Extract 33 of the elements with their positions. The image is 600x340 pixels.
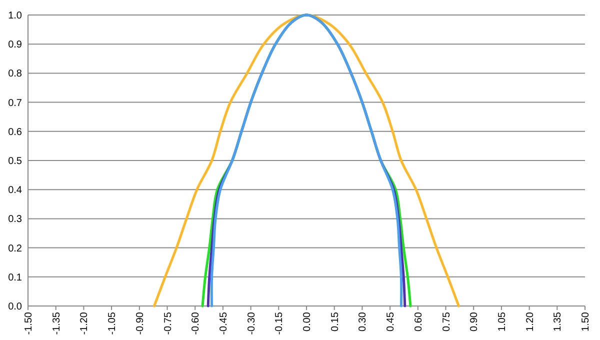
x-tick-label: -1.50 bbox=[24, 312, 34, 335]
x-tick-label: -1.35 bbox=[51, 312, 62, 335]
x-tick-label: 1.05 bbox=[496, 312, 508, 332]
x-tick-label: 1.50 bbox=[580, 312, 592, 332]
x-tick-label: -0.75 bbox=[162, 312, 174, 335]
x-tick-label: 1.20 bbox=[524, 312, 536, 332]
y-tick-label: 0.6 bbox=[8, 126, 22, 138]
y-tick-label: 0.0 bbox=[8, 302, 22, 312]
y-tick-label: 0.4 bbox=[8, 185, 22, 196]
x-tick-label: 0.60 bbox=[413, 312, 424, 332]
x-tick-label: -0.30 bbox=[246, 312, 258, 335]
x-tick-label: -0.15 bbox=[274, 312, 286, 335]
y-tick-label: 0.3 bbox=[8, 214, 22, 226]
x-tick-label: 0.90 bbox=[469, 312, 480, 332]
x-tick-label: 0.75 bbox=[441, 312, 452, 332]
y-tick-label: 0.1 bbox=[8, 272, 22, 284]
y-tick-label: 1.0 bbox=[8, 10, 22, 22]
x-tick-label: 0.15 bbox=[330, 312, 341, 332]
line-series bbox=[153, 14, 460, 308]
y-tick-label: 0.8 bbox=[8, 68, 22, 80]
y-tick-label: 0.2 bbox=[8, 243, 22, 254]
x-tick-label: 0.45 bbox=[386, 312, 397, 332]
x-tick-label: 1.35 bbox=[552, 312, 564, 332]
x-tick-label: -0.60 bbox=[190, 312, 202, 335]
x-tick-label: -0.90 bbox=[134, 312, 146, 335]
y-tick-label: 0.7 bbox=[8, 98, 22, 109]
x-tick-label: -0.45 bbox=[218, 312, 230, 335]
x-tick-label: -1.20 bbox=[79, 312, 90, 335]
x-tick-label: 0.00 bbox=[302, 312, 313, 332]
y-tick-label: 0.9 bbox=[8, 40, 22, 51]
x-tick-label: 0.30 bbox=[358, 312, 369, 332]
x-tick-label: -1.05 bbox=[107, 312, 118, 335]
y-tick-label: 0.5 bbox=[8, 156, 22, 167]
